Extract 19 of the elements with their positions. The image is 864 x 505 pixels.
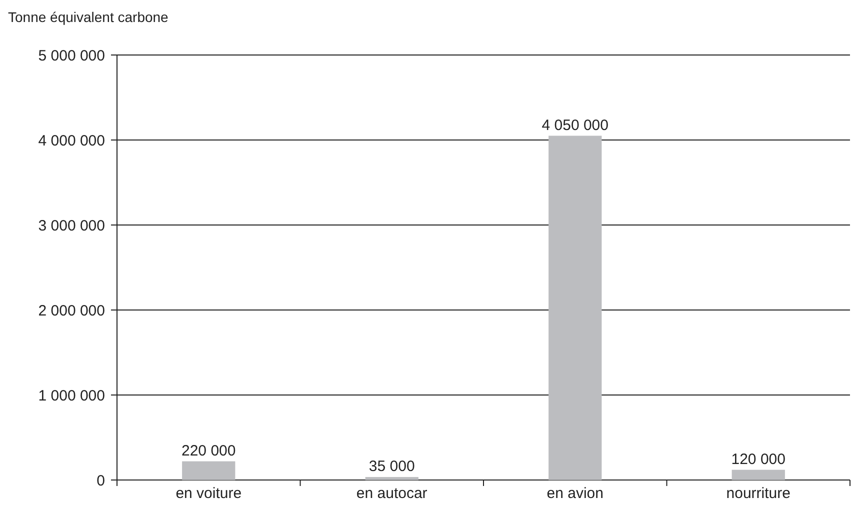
data-label: 220 000	[182, 442, 236, 460]
bar	[732, 470, 785, 480]
x-tick-label: en autocar	[356, 485, 428, 502]
y-tick-label: 3 000 000	[38, 217, 105, 234]
y-tick-label: 0	[96, 472, 105, 490]
y-tick-label: 4 000 000	[38, 132, 105, 150]
y-tick-label: 2 000 000	[38, 302, 105, 320]
data-label: 120 000	[731, 450, 786, 468]
x-tick-label: nourriture	[726, 485, 790, 502]
y-tick-label: 5 000 000	[38, 47, 105, 64]
x-tick-label: en avion	[546, 485, 604, 502]
data-label: 4 050 000	[542, 116, 608, 134]
data-label: 35 000	[368, 458, 415, 476]
y-tick-label: 1 000 000	[38, 387, 105, 404]
bar	[182, 461, 236, 480]
bar	[548, 136, 602, 480]
bar	[365, 477, 418, 480]
y-axis-title: Tonne équivalent carbone	[8, 9, 169, 25]
x-tick-label: en voiture	[176, 485, 242, 502]
